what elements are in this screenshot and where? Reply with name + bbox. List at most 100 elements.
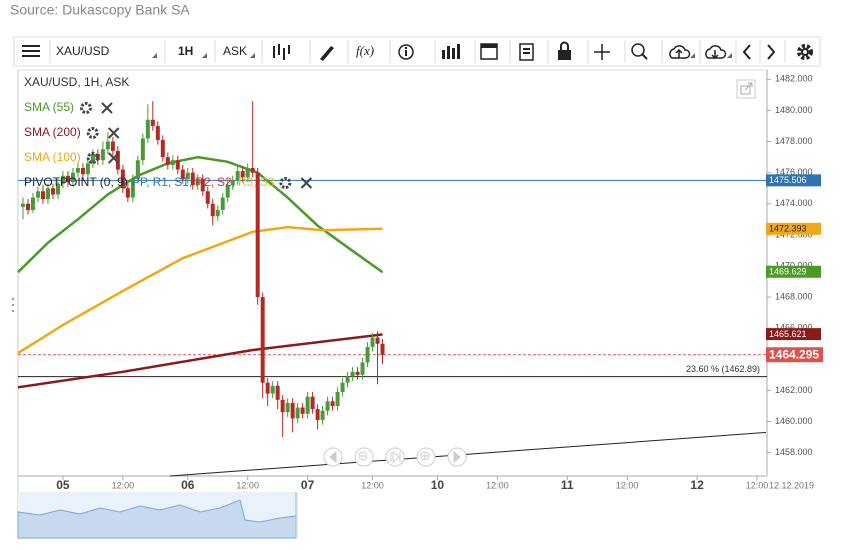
candle-body xyxy=(335,392,340,406)
date-label: 12.12.2019 xyxy=(769,480,814,490)
resize-handle[interactable] xyxy=(12,298,14,312)
candle-body xyxy=(300,407,305,414)
candle-body xyxy=(125,188,130,198)
candle-body xyxy=(305,396,310,414)
y-tick-label: 1478.000 xyxy=(775,136,813,146)
candle-body xyxy=(155,126,160,140)
candle-body xyxy=(50,188,55,195)
candle-body xyxy=(190,172,195,186)
x-tick-label: 12:00 xyxy=(236,480,259,490)
settings-button[interactable] xyxy=(784,40,813,63)
info-button[interactable] xyxy=(389,40,414,63)
candle-body xyxy=(60,175,65,184)
side-label: ASK xyxy=(223,44,247,58)
settings-icon[interactable] xyxy=(86,152,99,164)
lock-button[interactable] xyxy=(547,40,571,63)
y-tick-label: 1458.000 xyxy=(775,447,813,457)
candle-body xyxy=(210,203,215,217)
draw-button[interactable] xyxy=(309,40,334,63)
remove-icon[interactable] xyxy=(107,152,120,164)
zoom-button[interactable] xyxy=(624,40,648,63)
y-tick-label: 1462.000 xyxy=(775,385,813,395)
candle-body xyxy=(260,297,265,383)
candle-body xyxy=(275,385,280,400)
x-tick-label: 06 xyxy=(181,478,195,492)
period-select[interactable]: 1H xyxy=(164,40,207,63)
side-select[interactable]: ASK xyxy=(214,40,255,63)
candle-body xyxy=(175,160,180,170)
symbol-label: XAU/USD xyxy=(56,44,110,58)
candle-body xyxy=(220,197,225,210)
candle-body xyxy=(215,210,220,217)
chart-type-button[interactable] xyxy=(261,40,290,63)
candle-body xyxy=(240,171,245,178)
remove-icon[interactable] xyxy=(300,177,313,189)
candle-body xyxy=(380,343,385,355)
price-tag xyxy=(766,347,823,363)
sma-line xyxy=(17,155,384,274)
menu-button[interactable] xyxy=(22,45,40,57)
upload-button[interactable] xyxy=(661,40,695,63)
plot-area xyxy=(17,69,768,477)
candle-body xyxy=(40,191,45,200)
settings-icon[interactable] xyxy=(86,127,99,139)
candle-body xyxy=(290,402,295,419)
candle-body xyxy=(245,168,250,178)
volume-button[interactable] xyxy=(434,40,460,63)
candle-body xyxy=(130,178,135,198)
nav-forward[interactable] xyxy=(447,447,467,467)
candle-body xyxy=(185,172,190,179)
remove-icon[interactable] xyxy=(101,102,113,114)
candle-body xyxy=(360,362,365,375)
nav-back[interactable] xyxy=(323,447,343,467)
indicator-controls xyxy=(86,127,120,139)
settings-icon[interactable] xyxy=(279,177,292,189)
candle-body xyxy=(250,168,255,173)
chart-title: XAU/USD, 1H, ASK xyxy=(24,75,129,89)
candle-body xyxy=(345,376,350,383)
popout-button[interactable] xyxy=(736,79,756,99)
candle-body xyxy=(85,163,90,175)
nav-zoom-in[interactable] xyxy=(416,447,436,467)
y-tick-label: 1482.000 xyxy=(775,74,813,84)
candle-body xyxy=(80,168,85,175)
candle-body xyxy=(105,141,110,150)
candle-body xyxy=(195,178,200,186)
indicator-controls xyxy=(86,152,120,164)
legend-entry: SMA (55) xyxy=(24,100,74,114)
toolbar: XAU/USD 1H ASK f(x) xyxy=(13,36,821,67)
indicator-button[interactable]: f(x) xyxy=(347,40,374,63)
download-button[interactable] xyxy=(699,40,732,63)
remove-icon[interactable] xyxy=(107,127,120,139)
pivot-item: S1, xyxy=(174,175,192,189)
scroll-right-button[interactable] xyxy=(759,40,776,63)
candle-body xyxy=(350,371,355,377)
price-tag-label: 1469.629 xyxy=(769,267,807,277)
candle-body xyxy=(65,175,70,182)
scroll-left-button[interactable] xyxy=(735,40,751,63)
x-tick-label: 10 xyxy=(431,478,445,492)
candle-body xyxy=(115,150,120,170)
candle-body xyxy=(325,401,330,411)
nav-zoom-out[interactable] xyxy=(354,447,374,467)
nav-reset[interactable] xyxy=(385,447,405,467)
price-tag-label: 1464.295 xyxy=(769,347,819,361)
candle-body xyxy=(110,141,115,151)
candle-body xyxy=(280,399,285,413)
crosshair-button[interactable] xyxy=(587,40,610,63)
sma-line xyxy=(17,225,383,355)
x-tick-label: 05 xyxy=(56,478,70,492)
calendar-button[interactable] xyxy=(474,40,498,63)
y-tick-label: 1460.000 xyxy=(775,416,813,426)
pivot-item: S2, xyxy=(217,175,235,189)
indicator-controls xyxy=(80,102,113,114)
navigator xyxy=(17,492,298,539)
settings-icon[interactable] xyxy=(80,102,93,114)
price-tag-label: 1475.506 xyxy=(769,175,807,185)
candle-body xyxy=(140,138,145,161)
legend-entry: SMA (100) xyxy=(24,150,81,164)
symbol-select[interactable]: XAU/USD xyxy=(49,40,157,63)
candle-body xyxy=(160,140,165,158)
report-button[interactable] xyxy=(509,40,534,63)
